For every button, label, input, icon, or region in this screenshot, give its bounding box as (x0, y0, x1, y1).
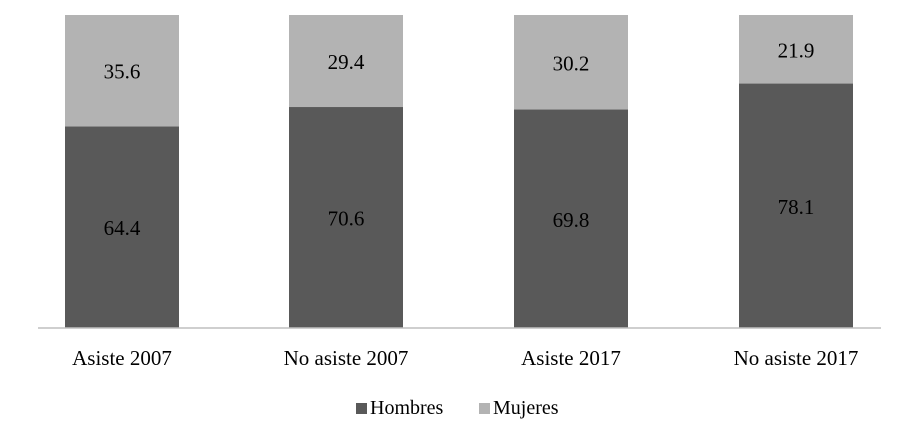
data-label-hombres-asiste-2007: 64.4 (104, 216, 141, 240)
data-label-hombres-asiste-2017: 69.8 (553, 208, 590, 232)
legend-item-hombres: Hombres (356, 397, 444, 419)
legend-item-mujeres: Mujeres (479, 397, 559, 419)
bar-hombres-no-asiste-2007 (289, 107, 403, 328)
data-label-hombres-no-asiste-2007: 70.6 (328, 207, 365, 231)
bar-hombres-asiste-2017 (514, 109, 628, 328)
legend-label-hombres: Hombres (370, 397, 444, 419)
bar-mujeres-no-asiste-2017 (739, 15, 853, 84)
bar-hombres-no-asiste-2017 (739, 83, 853, 328)
legend-swatch-mujeres (479, 403, 490, 414)
x-tick-label-asiste-2017: Asiste 2017 (521, 346, 621, 370)
bar-mujeres-asiste-2017 (514, 15, 628, 110)
legend: Hombres Mujeres (356, 397, 559, 419)
bar-mujeres-asiste-2007 (65, 15, 179, 127)
x-tick-label-asiste-2007: Asiste 2007 (72, 346, 172, 370)
data-label-mujeres-asiste-2007: 35.6 (104, 60, 141, 84)
data-label-mujeres-asiste-2017: 30.2 (553, 51, 590, 75)
x-axis-tick-labels: Asiste 2007 No asiste 2007 Asiste 2017 No a… (72, 346, 858, 370)
data-label-hombres-no-asiste-2017: 78.1 (778, 195, 815, 219)
data-label-mujeres-no-asiste-2007: 29.4 (328, 50, 365, 74)
legend-label-mujeres: Mujeres (493, 397, 559, 419)
bar-mujeres-no-asiste-2007 (289, 15, 403, 108)
data-label-mujeres-no-asiste-2017: 21.9 (778, 38, 815, 62)
legend-swatch-hombres (356, 403, 367, 414)
bars-layer: 64.4 35.6 70.6 29.4 69.8 30.2 78.1 21.9 (65, 15, 853, 328)
x-tick-label-no-asiste-2007: No asiste 2007 (284, 346, 409, 370)
x-tick-label-no-asiste-2017: No asiste 2017 (734, 346, 859, 370)
bar-hombres-asiste-2007 (65, 126, 179, 328)
